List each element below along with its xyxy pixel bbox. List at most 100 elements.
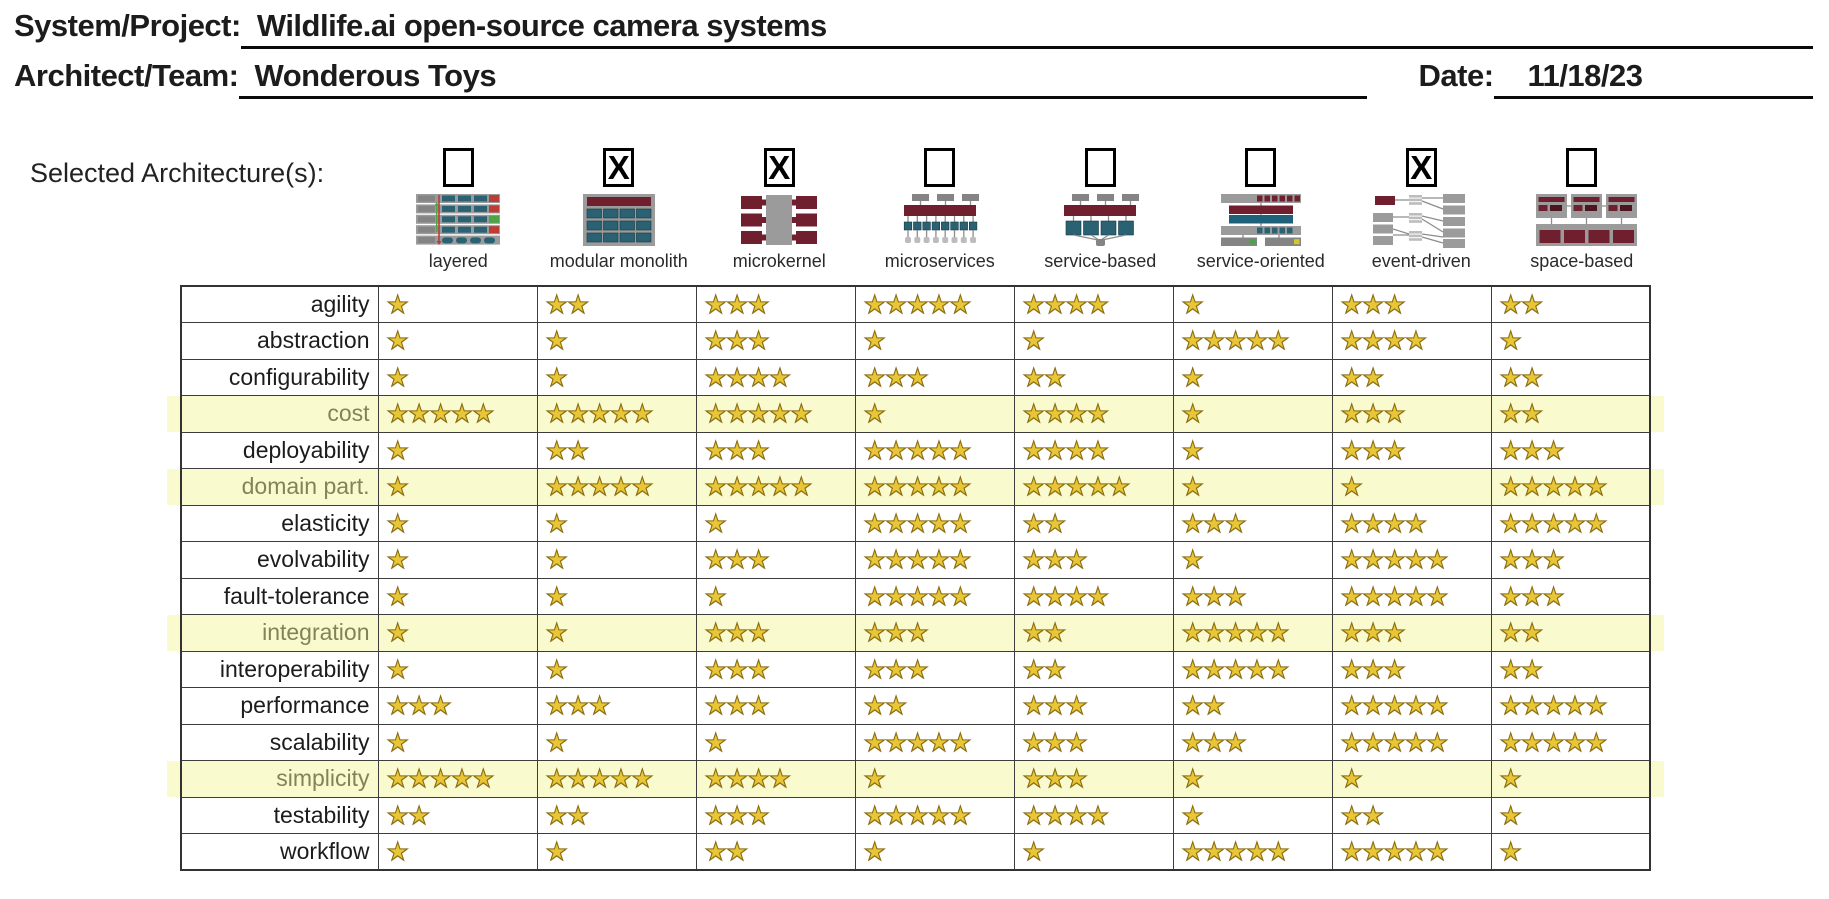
modular-monolith-architecture-icon	[582, 194, 655, 246]
rating-cell: ★	[377, 322, 538, 360]
table-row: simplicity ★★★★★ ★★★★★ ★★★★ ★ ★★★ ★ ★ ★	[180, 760, 1651, 798]
rating-cell: ★	[377, 504, 538, 542]
rating-cell: ★★★	[854, 650, 1015, 688]
rating-cell: ★	[536, 358, 697, 396]
characteristic-label: fault-tolerance	[180, 577, 379, 615]
characteristic-label: performance	[180, 687, 379, 725]
rating-cell: ★★	[536, 796, 697, 834]
rating-cell: ★★★★★	[1490, 687, 1651, 725]
ratings-table: agility ★ ★★ ★★★ ★★★★★ ★★★★ ★ ★★★ ★★ abstraction ★…	[180, 285, 1651, 871]
rating-cell: ★★	[1013, 614, 1174, 652]
microservices-architecture-icon	[903, 194, 979, 243]
rating-cell: ★	[377, 833, 538, 871]
rating-cell: ★★★★★	[1172, 614, 1333, 652]
rating-cell: ★	[1172, 358, 1333, 396]
rating-cell: ★	[377, 358, 538, 396]
microkernel-architecture-icon	[741, 195, 818, 245]
space-based-architecture-icon	[1535, 194, 1637, 246]
rating-cell: ★★★	[1172, 577, 1333, 615]
date-value[interactable]: 11/18/23	[1493, 58, 1813, 99]
rating-cell: ★★★★★	[1490, 504, 1651, 542]
rating-cell: ★★★★	[1013, 285, 1174, 323]
characteristic-label: deployability	[180, 431, 379, 469]
rating-cell: ★★★★★	[854, 541, 1015, 579]
checkbox-microservices[interactable]	[924, 148, 956, 187]
rating-cell: ★★	[1490, 650, 1651, 688]
arch-label-microkernel: microkernel	[732, 251, 826, 271]
rating-cell: ★★★★★	[1331, 833, 1492, 871]
characteristic-label: simplicity	[180, 760, 379, 798]
checkbox-modular-monolith[interactable]: X	[603, 148, 635, 187]
table-row: abstraction ★ ★ ★★★ ★ ★ ★★★★★ ★★★★ ★	[180, 322, 1651, 360]
rating-cell: ★	[1331, 468, 1492, 506]
rating-cell: ★	[1331, 760, 1492, 798]
rating-cell: ★	[1490, 796, 1651, 834]
rating-cell: ★★★★★	[1490, 723, 1651, 761]
characteristic-label: cost	[180, 395, 379, 433]
rating-cell: ★★★★★	[695, 395, 856, 433]
rating-cell: ★	[377, 468, 538, 506]
rating-cell: ★	[377, 285, 538, 323]
characteristic-label: agility	[180, 285, 379, 323]
arch-column-service-oriented: service-oriented	[1181, 146, 1342, 272]
rating-cell: ★★★★	[695, 760, 856, 798]
rating-cell: ★★★★★	[1172, 322, 1333, 360]
table-row: performance ★★★ ★★★ ★★★ ★★ ★★★ ★★ ★★★★★ ★★★★★	[180, 687, 1651, 725]
characteristic-label: interoperability	[180, 650, 379, 688]
characteristic-label: elasticity	[180, 504, 379, 542]
architect-team-value[interactable]: Wonderous Toys	[238, 58, 1367, 99]
rating-cell: ★★	[1490, 285, 1651, 323]
rating-cell: ★	[1013, 833, 1174, 871]
rating-cell: ★	[377, 431, 538, 469]
arch-column-microkernel: X microkernel	[699, 146, 860, 272]
rating-cell: ★★★★★	[854, 468, 1015, 506]
rating-cell: ★	[695, 577, 856, 615]
checkbox-service-based[interactable]	[1084, 148, 1116, 187]
rating-cell: ★	[377, 650, 538, 688]
rating-cell: ★★★★★	[1172, 650, 1333, 688]
checkbox-microkernel[interactable]: X	[763, 148, 795, 187]
system-project-label: System/Project:	[14, 8, 241, 43]
arch-column-modular-monolith: X modular monolith	[539, 146, 700, 272]
rating-cell: ★★★★★	[854, 796, 1015, 834]
rating-cell: ★★★★	[1013, 431, 1174, 469]
rating-cell: ★★★	[1013, 687, 1174, 725]
checkbox-layered[interactable]	[442, 148, 474, 187]
rating-cell: ★	[536, 541, 697, 579]
architect-team-label: Architect/Team:	[14, 58, 239, 93]
table-row: testability ★★ ★★ ★★★ ★★★★★ ★★★★ ★ ★★ ★	[180, 796, 1651, 834]
rating-cell: ★	[1490, 322, 1651, 360]
table-row: configurability ★ ★ ★★★★ ★★★ ★★ ★ ★★ ★★	[180, 358, 1651, 396]
rating-cell: ★	[854, 322, 1015, 360]
rating-cell: ★★★	[536, 687, 697, 725]
rating-cell: ★★	[1013, 504, 1174, 542]
rating-cell: ★	[377, 541, 538, 579]
rating-cell: ★	[1172, 468, 1333, 506]
rating-cell: ★	[1490, 833, 1651, 871]
rating-cell: ★★★	[1013, 541, 1174, 579]
checkbox-service-oriented[interactable]	[1245, 148, 1277, 187]
checkbox-event-driven[interactable]: X	[1405, 148, 1437, 187]
characteristic-label: integration	[180, 614, 379, 652]
layered-architecture-icon	[416, 194, 501, 245]
rating-cell: ★★★	[1490, 577, 1651, 615]
rating-cell: ★★★	[1013, 760, 1174, 798]
checkbox-space-based[interactable]	[1566, 148, 1598, 187]
table-row: evolvability ★ ★ ★★★ ★★★★★ ★★★ ★ ★★★★★ ★★★	[180, 541, 1651, 579]
rating-cell: ★	[1172, 760, 1333, 798]
table-row: agility ★ ★★ ★★★ ★★★★★ ★★★★ ★ ★★★ ★★	[180, 285, 1651, 323]
arch-label-event-driven: event-driven	[1371, 251, 1471, 271]
ratings-body: agility ★ ★★ ★★★ ★★★★★ ★★★★ ★ ★★★ ★★ abstraction ★…	[180, 285, 1651, 871]
rating-cell: ★★★★★	[854, 504, 1015, 542]
rating-cell: ★★	[695, 833, 856, 871]
characteristic-label: scalability	[180, 723, 379, 761]
event-driven-architecture-icon	[1373, 194, 1466, 248]
rating-cell: ★★★★★	[536, 395, 697, 433]
rating-cell: ★★★★	[1013, 395, 1174, 433]
arch-column-microservices: microservices	[860, 146, 1021, 272]
system-project-value[interactable]: Wildlife.ai open-source camera systems	[240, 8, 1813, 49]
rating-cell: ★★★	[1490, 431, 1651, 469]
rating-cell: ★★★★	[1013, 577, 1174, 615]
rating-cell: ★	[695, 504, 856, 542]
rating-cell: ★★★★★	[1331, 577, 1492, 615]
